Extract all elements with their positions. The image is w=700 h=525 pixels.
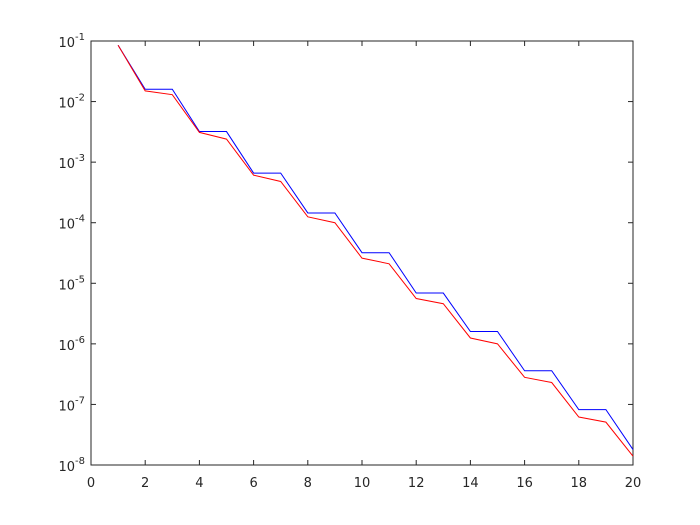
y-tick-label: 10-5 (58, 274, 85, 293)
x-tick-label: 20 (625, 476, 642, 491)
x-tick-label: 18 (571, 476, 588, 491)
x-tick-label: 2 (141, 476, 149, 491)
x-tick-label: 14 (462, 476, 479, 491)
series-line (117, 45, 634, 450)
x-tick-label: 8 (304, 476, 312, 491)
y-tick-label: 10-6 (58, 335, 85, 354)
x-tick-label: 10 (354, 476, 371, 491)
x-tick-label: 16 (516, 476, 533, 491)
x-tick-label: 6 (249, 476, 257, 491)
x-tick-label: 4 (195, 476, 203, 491)
series-line (117, 45, 634, 457)
y-tick-label: 10-1 (58, 32, 85, 51)
x-tick-label: 0 (87, 476, 95, 491)
y-tick-label: 10-7 (58, 395, 85, 414)
x-tick-label: 12 (408, 476, 425, 491)
y-tick-label: 10-4 (58, 214, 85, 233)
y-tick-label: 10-8 (58, 456, 85, 475)
y-tick-label: 10-3 (58, 153, 85, 172)
y-tick-label: 10-2 (58, 93, 85, 112)
